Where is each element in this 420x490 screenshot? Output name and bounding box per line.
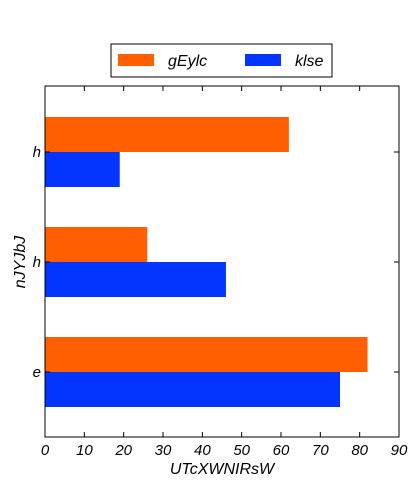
x-tick-label: 20	[114, 442, 132, 459]
bar-klse-1	[45, 262, 226, 297]
x-tick-label: 70	[312, 442, 329, 459]
legend: gEylc klse	[110, 43, 333, 78]
x-tick-label: 40	[194, 442, 211, 459]
x-axis-ticks: 0 10 20 30 40 50 60 70 80 90	[41, 86, 408, 459]
x-tick-label: 0	[41, 442, 50, 459]
x-tick-label: 50	[233, 442, 250, 459]
bar-gEylc-1	[45, 227, 148, 262]
bars-group	[45, 117, 368, 407]
y-tick-label: h	[33, 254, 41, 271]
x-tick-label: 90	[391, 442, 408, 459]
x-tick-label: 30	[155, 442, 172, 459]
x-tick-label: 60	[273, 442, 290, 459]
bar-gEylc-2	[45, 117, 289, 152]
bar-klse-0	[45, 372, 340, 407]
y-tick-label: e	[33, 364, 41, 381]
y-axis-label: nJYJbJ	[12, 235, 29, 288]
x-axis-label: UTcXWNIRsW	[170, 461, 276, 478]
legend-label-gEylc: gEylc	[168, 53, 207, 70]
legend-swatch-gEylc	[118, 54, 154, 66]
y-tick-label: h	[33, 144, 41, 161]
bar-gEylc-0	[45, 337, 368, 372]
legend-swatch-klse	[245, 54, 281, 66]
bar-klse-2	[45, 152, 120, 187]
y-axis-ticks: e h h	[33, 144, 399, 381]
legend-label-klse: klse	[295, 53, 324, 70]
x-tick-label: 80	[351, 442, 368, 459]
x-tick-label: 10	[76, 442, 93, 459]
